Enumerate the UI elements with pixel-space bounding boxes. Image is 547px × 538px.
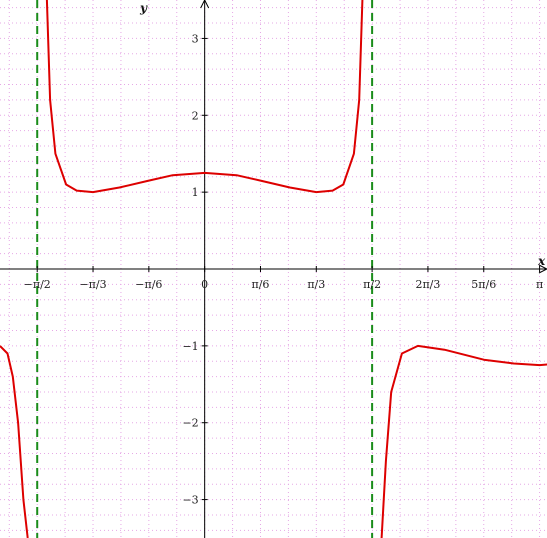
x-tick-labels: −2π/3−π/2−π/3−π/60π/6π/3π/22π/35π/6π7π/6… <box>24 278 544 291</box>
y-tick-label: −1 <box>182 340 198 353</box>
x-tick-label: 5π/6 <box>471 278 496 291</box>
y-tick-labels: 3 2 1 −1 −2 −3 <box>182 32 198 506</box>
x-tick-label: −π/2 <box>24 278 51 291</box>
x-tick-label: π <box>536 278 543 291</box>
curve-branch <box>0 345 29 538</box>
x-tick-label: −π/3 <box>79 278 106 291</box>
x-tick-label: 2π/3 <box>415 278 440 291</box>
y-axis-arrow <box>200 0 210 9</box>
y-axis-label: y <box>139 1 148 15</box>
x-tick-label: π/3 <box>307 278 325 291</box>
curve-branch <box>45 0 364 194</box>
x-tick-label: 0 <box>201 278 208 291</box>
curve-branch <box>380 344 547 538</box>
y-tick-label: 1 <box>192 186 199 199</box>
x-axis-label: x <box>537 254 546 268</box>
y-tick-label: −3 <box>182 494 198 507</box>
y-tick-label: −2 <box>182 417 198 430</box>
asymptotes <box>36 0 374 538</box>
y-tick-label: 2 <box>192 109 199 122</box>
x-axis-arrow <box>538 264 547 274</box>
x-tick-label: π/2 <box>363 278 381 291</box>
x-tick-label: π/6 <box>252 278 270 291</box>
x-tick-label: −π/6 <box>135 278 162 291</box>
y-tick-label: 3 <box>192 32 199 45</box>
